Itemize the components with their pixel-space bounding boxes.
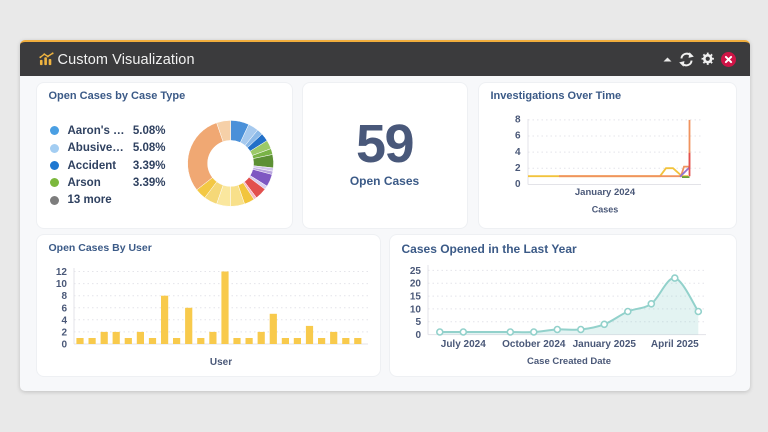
svg-text:4: 4 bbox=[514, 147, 520, 158]
svg-text:Case Created Date: Case Created Date bbox=[527, 356, 611, 367]
svg-text:10: 10 bbox=[409, 304, 421, 315]
svg-text:User: User bbox=[209, 357, 231, 368]
svg-text:25: 25 bbox=[409, 266, 421, 277]
svg-text:2: 2 bbox=[514, 163, 520, 174]
svg-text:2: 2 bbox=[61, 327, 67, 338]
svg-text:10: 10 bbox=[55, 279, 67, 290]
svg-text:October 2024: October 2024 bbox=[502, 339, 566, 350]
svg-text:6: 6 bbox=[61, 303, 67, 314]
svg-text:20: 20 bbox=[409, 279, 421, 290]
svg-text:4: 4 bbox=[61, 315, 67, 326]
svg-text:15: 15 bbox=[409, 292, 421, 303]
svg-text:Cases: Cases bbox=[591, 205, 618, 215]
svg-text:January 2024: January 2024 bbox=[574, 187, 635, 198]
svg-text:0: 0 bbox=[514, 179, 520, 190]
svg-text:12: 12 bbox=[55, 267, 67, 278]
svg-text:January 2025: January 2025 bbox=[572, 339, 636, 350]
svg-text:8: 8 bbox=[514, 115, 520, 126]
svg-text:6: 6 bbox=[514, 131, 520, 142]
svg-text:0: 0 bbox=[415, 330, 421, 341]
svg-text:July 2024: July 2024 bbox=[440, 339, 485, 350]
svg-text:April 2025: April 2025 bbox=[650, 339, 698, 350]
svg-text:8: 8 bbox=[61, 291, 67, 302]
svg-text:5: 5 bbox=[415, 317, 421, 328]
svg-text:0: 0 bbox=[61, 340, 67, 351]
